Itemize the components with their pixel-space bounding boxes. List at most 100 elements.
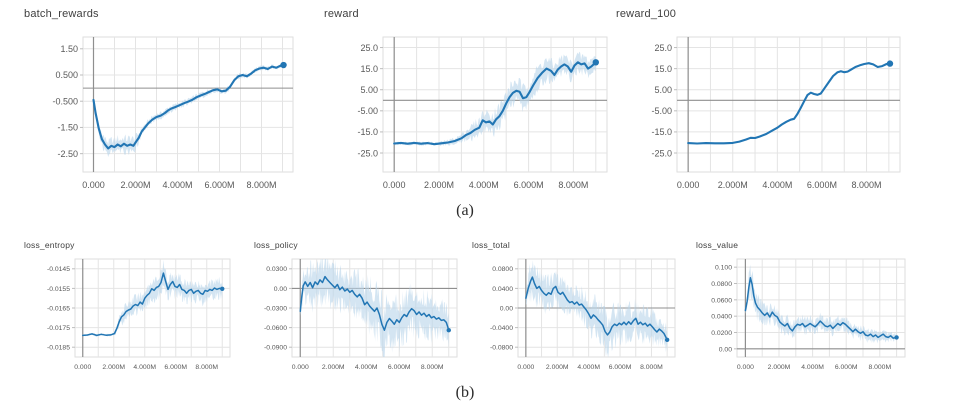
y-tick-label: 0.0400 [492,286,513,293]
x-tick-label: 2.000M [546,364,569,371]
end-dot [446,328,451,333]
x-tick-label: 0.000 [737,364,754,371]
y-tick-label: -0.0600 [264,325,287,332]
y-tick-label: 0.0300 [266,266,287,273]
raw-values-band [300,259,449,357]
caption-a: (a) [456,202,474,219]
x-tick-label: 0.000 [517,364,534,371]
x-tick-label: 6.000M [807,180,837,190]
y-tick-label: 25.0 [654,43,672,53]
end-dot [664,337,670,343]
x-tick-label: 4.000M [801,364,824,371]
x-tick-label: 2.000M [718,180,748,190]
x-tick-label: 6.000M [514,180,544,190]
x-tick-label: 4.000M [162,180,192,190]
x-tick-label: 2.000M [424,180,454,190]
end-dot [220,286,225,291]
x-tick-label: 8.000M [868,364,891,371]
x-tick-label: 2.000M [120,180,150,190]
raw-values-band [745,264,897,344]
x-tick-label: 4.000M [355,364,378,371]
chart-title: reward [324,8,359,20]
x-tick-label: 6.000M [388,364,411,371]
y-tick-label: -0.0145 [47,266,70,273]
plot-loss_value: 0.100 0.0800 0.0600 0.0400 0.0200 0.00 0.000 2.… [711,258,906,371]
y-tick-label: 1.50 [60,44,78,54]
x-tick-label: 4.000M [133,364,156,371]
y-tick-label: 15.0 [360,64,378,74]
smoothed-line [92,63,285,150]
x-tick-label: 8.000M [421,364,444,371]
y-tick-label: 0.0800 [711,281,732,288]
smoothed-line [744,277,898,339]
y-tick-label: -0.0185 [47,345,70,352]
end-dot [886,60,894,67]
y-tick-label: -15.0 [357,127,378,137]
x-tick-label: 8.000M [195,364,218,371]
x-tick-label: 0.000 [74,364,91,371]
x-tick-label: 0.000 [292,364,309,371]
raw-values-band [525,260,668,357]
plot-area [676,36,901,173]
y-tick-label: 0.100 [715,265,732,272]
smoothed-line [525,276,668,341]
x-tick-label: 2.000M [102,364,125,371]
y-tick-label: 0.0800 [492,266,513,273]
x-tick-label: 8.000M [246,180,276,190]
chart-loss_value: loss_value 0.100 0.0800 0.0600 0.0400 0.0200 0… [692,240,918,374]
raw-values-band [394,51,596,146]
y-tick-label: -0.0900 [264,345,287,352]
y-tick-label: -1.50 [57,123,78,133]
chart-title: loss_policy [254,240,298,250]
y-tick-label: -15.0 [651,127,672,137]
plot-batch_rewards: 1.50 0.500 -0.500 -1.50 -2.50 0.000 2.000M 4.00… [52,36,294,190]
x-tick-label: 8.000M [852,180,882,190]
y-tick-label: 0.00 [719,346,732,353]
x-tick-label: 2.000M [322,364,345,371]
x-tick-label: 0.000 [677,180,700,190]
smoothed-line [393,61,597,146]
x-tick-label: 4.000M [469,180,499,190]
x-tick-label: 6.000M [164,364,187,371]
plot-loss_total: 0.0800 0.0400 0.00 -0.0400 -0.0800 0.000 2.000… [490,258,676,371]
y-tick-label: 0.0200 [711,330,732,337]
plot-loss_policy: 0.0300 0.00 -0.0300 -0.0600 -0.0900 0.000 2.00… [264,258,458,371]
y-tick-label: -0.0400 [490,325,513,332]
chart-title: loss_entropy [24,240,75,250]
chart-title: loss_total [472,240,510,250]
smoothed-line [299,275,450,331]
chart-loss_policy: loss_policy 0.0300 0.00 -0.0300 -0.0600 -0.09… [250,240,476,374]
end-dot [280,61,287,69]
chart-title: loss_value [696,240,739,250]
plot-reward_100: 25.0 15.0 5.00 -5.00 -15.0 -25.0 0.000 2.000M 4.… [651,36,901,190]
y-tick-label: -0.0175 [47,325,70,332]
y-tick-label: 5.00 [654,85,672,95]
smoothed-line [82,272,224,337]
chart-title: batch_rewards [24,8,99,20]
x-tick-label: 6.000M [204,180,234,190]
chart-loss_total: loss_total 0.0800 0.0400 0.00 -0.0400 -0.0800… [468,240,694,374]
y-tick-label: 0.00 [500,305,513,312]
y-tick-label: -5.00 [651,106,672,116]
y-tick-label: -0.0165 [47,305,70,312]
y-tick-label: 5.00 [360,85,378,95]
y-tick-label: -5.00 [357,106,378,116]
y-tick-label: 0.00 [274,286,287,293]
x-tick-label: 2.000M [768,364,791,371]
end-dot [592,59,599,66]
x-tick-label: 8.000M [640,364,663,371]
y-tick-label: -2.50 [57,149,78,159]
x-tick-label: 4.000M [577,364,600,371]
y-tick-label: -0.0800 [490,345,513,352]
y-tick-label: 25.0 [360,43,378,53]
raw-values-band [82,259,223,337]
chart-batch_rewards: batch_rewards 1.50 0.500 -0.500 -1.50 -2.50 0.… [20,8,320,192]
y-tick-label: -0.0300 [264,305,287,312]
plot-reward: 25.0 15.0 5.00 -5.00 -15.0 -25.0 0.000 2.000M 4.… [357,36,608,190]
x-tick-label: 0.000 [82,180,105,190]
y-tick-label: 15.0 [654,64,672,74]
y-tick-label: -25.0 [357,148,378,158]
plot-loss_entropy: -0.0145 -0.0155 -0.0165 -0.0175 -0.0185 0.000… [47,258,231,371]
plot-area [82,36,294,173]
